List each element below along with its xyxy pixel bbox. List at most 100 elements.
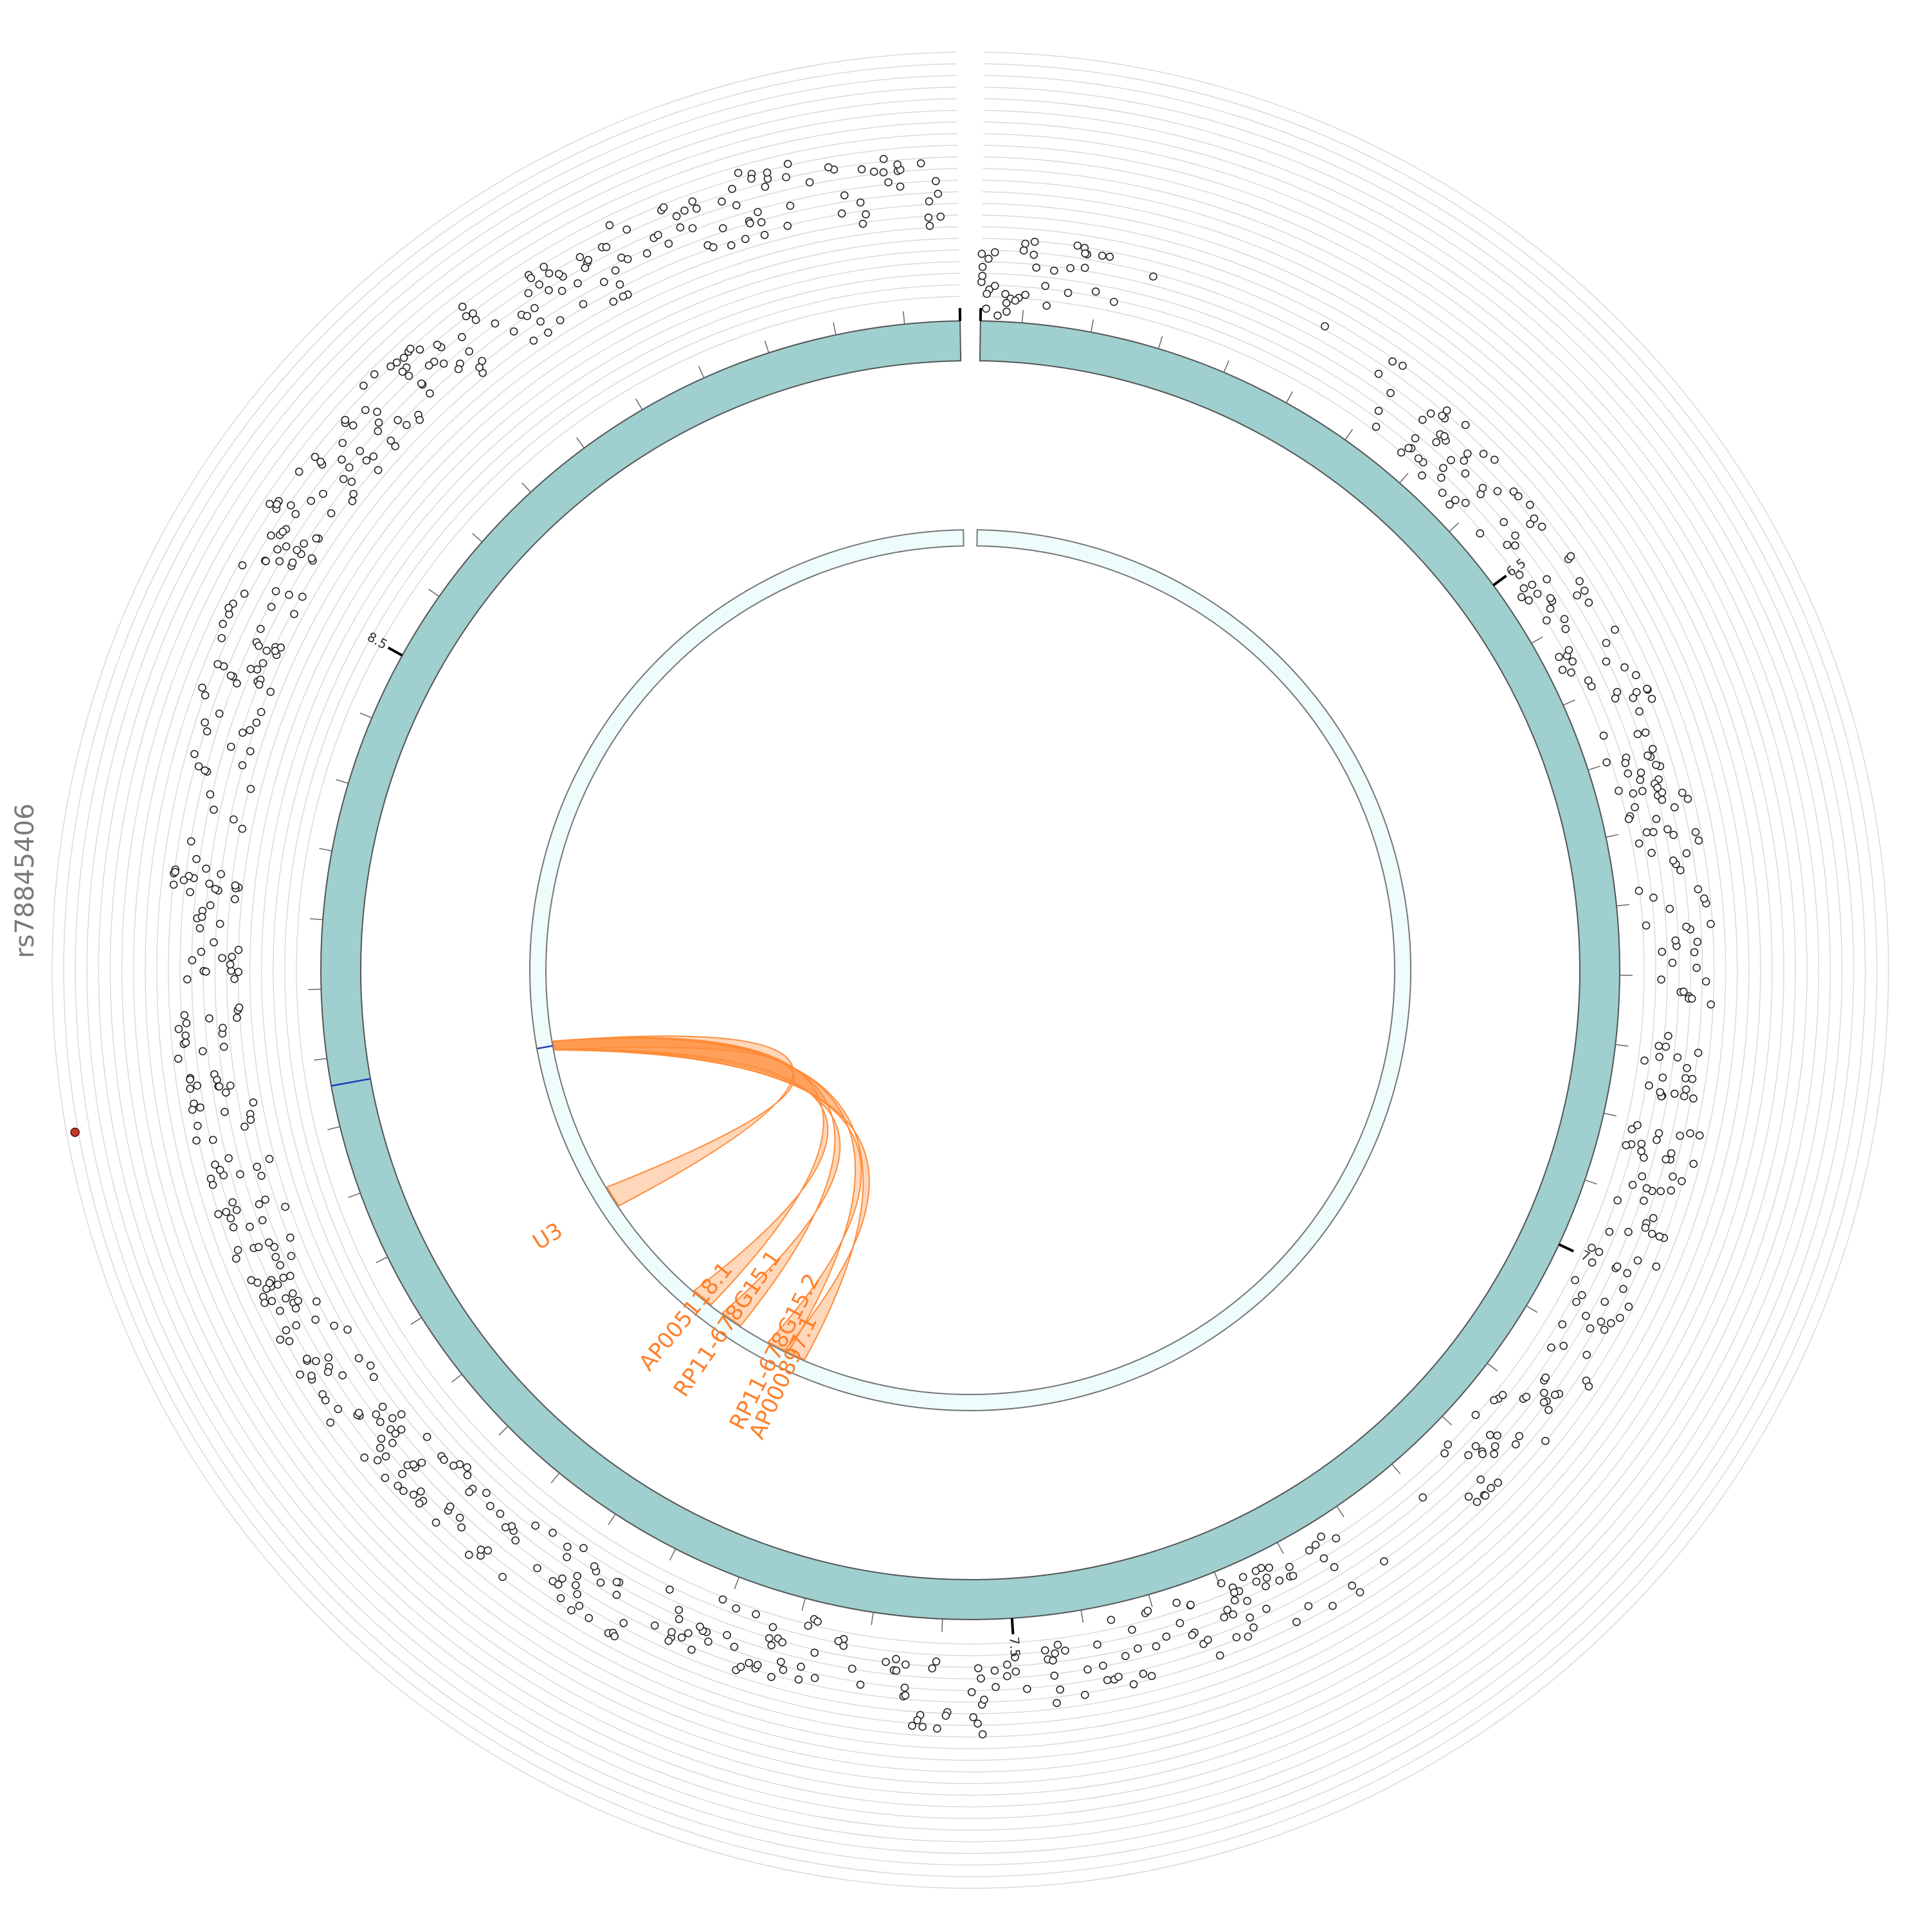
snp-point (267, 532, 275, 539)
snp-point (1224, 1606, 1231, 1613)
snp-point (1452, 496, 1459, 503)
minor-tick (336, 780, 349, 784)
snp-point (228, 672, 235, 679)
snp-point (394, 417, 401, 424)
snp-point (1634, 1122, 1641, 1129)
snp-point (367, 1362, 374, 1369)
minor-tick (1400, 473, 1408, 483)
snp-point (219, 620, 226, 627)
snp-point (676, 1616, 683, 1623)
snp-point (1246, 1614, 1253, 1621)
snp-point (1490, 1396, 1498, 1404)
snp-point (287, 1234, 294, 1241)
snp-point (426, 362, 433, 369)
snp-point (1067, 265, 1074, 272)
snp-point (1253, 1567, 1260, 1575)
snp-point (841, 192, 848, 199)
snp-point (1003, 300, 1010, 307)
snp-point (339, 1372, 346, 1379)
snp-point (1650, 894, 1657, 901)
snp-point (1644, 752, 1651, 759)
snp-point (685, 1630, 692, 1637)
snp-point (1003, 308, 1010, 315)
snp-point (210, 939, 217, 946)
snp-point (239, 762, 246, 769)
snp-point (1539, 523, 1546, 530)
snp-point (1276, 1577, 1283, 1584)
snp-point (1433, 438, 1440, 446)
snp-point (1526, 501, 1534, 509)
snp-point (624, 256, 631, 263)
snp-point (1512, 542, 1519, 549)
snp-point (902, 1692, 909, 1699)
snp-point (1092, 288, 1100, 295)
snp-point (291, 611, 298, 618)
snp-point (1695, 837, 1702, 844)
snp-point (1638, 1173, 1645, 1180)
snp-point (1494, 487, 1501, 494)
snp-point (568, 1607, 575, 1614)
snp-point (1559, 666, 1566, 673)
minor-tick (1159, 336, 1163, 348)
snp-point (1703, 978, 1710, 985)
snp-point (230, 816, 237, 823)
snp-point (728, 242, 735, 249)
snp-point (1106, 253, 1113, 260)
snp-point (403, 422, 410, 429)
snp-point (1480, 450, 1487, 457)
snp-point (623, 226, 630, 233)
snp-point (1244, 1598, 1251, 1605)
snp-point (871, 168, 878, 176)
snp-point (1051, 1650, 1058, 1657)
snp-point (440, 1456, 448, 1463)
snp-point (603, 244, 610, 251)
snp-point (1472, 1411, 1479, 1418)
snp-point (597, 1579, 604, 1586)
snp-point (502, 1524, 509, 1531)
minor-tick (1215, 1572, 1220, 1584)
snp-point (857, 199, 864, 206)
snp-point (292, 510, 299, 518)
snp-point (458, 334, 466, 341)
snp-point (1681, 1093, 1688, 1100)
snp-point (194, 1123, 201, 1130)
snp-point (1629, 1181, 1636, 1188)
minor-tick (327, 1126, 340, 1130)
snp-point (1622, 759, 1629, 766)
gridline-ring (134, 134, 1807, 1807)
snp-point (1565, 647, 1572, 654)
snp-point (1547, 605, 1554, 612)
snp-point (1012, 297, 1019, 304)
snp-point (797, 1663, 804, 1670)
snp-point (219, 955, 226, 962)
snp-point (1320, 1555, 1327, 1562)
snp-point (387, 363, 394, 370)
snp-point (840, 1642, 847, 1649)
snp-point (530, 337, 537, 344)
snp-point (1649, 1231, 1656, 1238)
snp-point (983, 291, 990, 298)
snp-point (239, 562, 246, 569)
major-tick (388, 647, 403, 655)
snp-point (1492, 1443, 1499, 1450)
snp-point (379, 1404, 386, 1411)
snp-point (1462, 421, 1469, 428)
minor-tick (1286, 392, 1292, 402)
snp-point (293, 1322, 300, 1329)
snp-point (199, 684, 206, 691)
snp-point (405, 372, 412, 379)
snp-point (610, 298, 617, 305)
snp-point (228, 953, 235, 961)
snp-point (256, 1201, 263, 1208)
snp-point (376, 419, 383, 426)
major-tick (1012, 1618, 1013, 1634)
snp-point (1655, 1042, 1662, 1049)
snp-point (927, 222, 934, 230)
snp-point (581, 264, 588, 271)
snp-point (466, 1551, 473, 1558)
snp-point (937, 213, 944, 220)
minor-tick (522, 483, 531, 492)
snp-point (838, 210, 846, 217)
snp-point (231, 975, 238, 982)
snp-point (1573, 592, 1580, 599)
